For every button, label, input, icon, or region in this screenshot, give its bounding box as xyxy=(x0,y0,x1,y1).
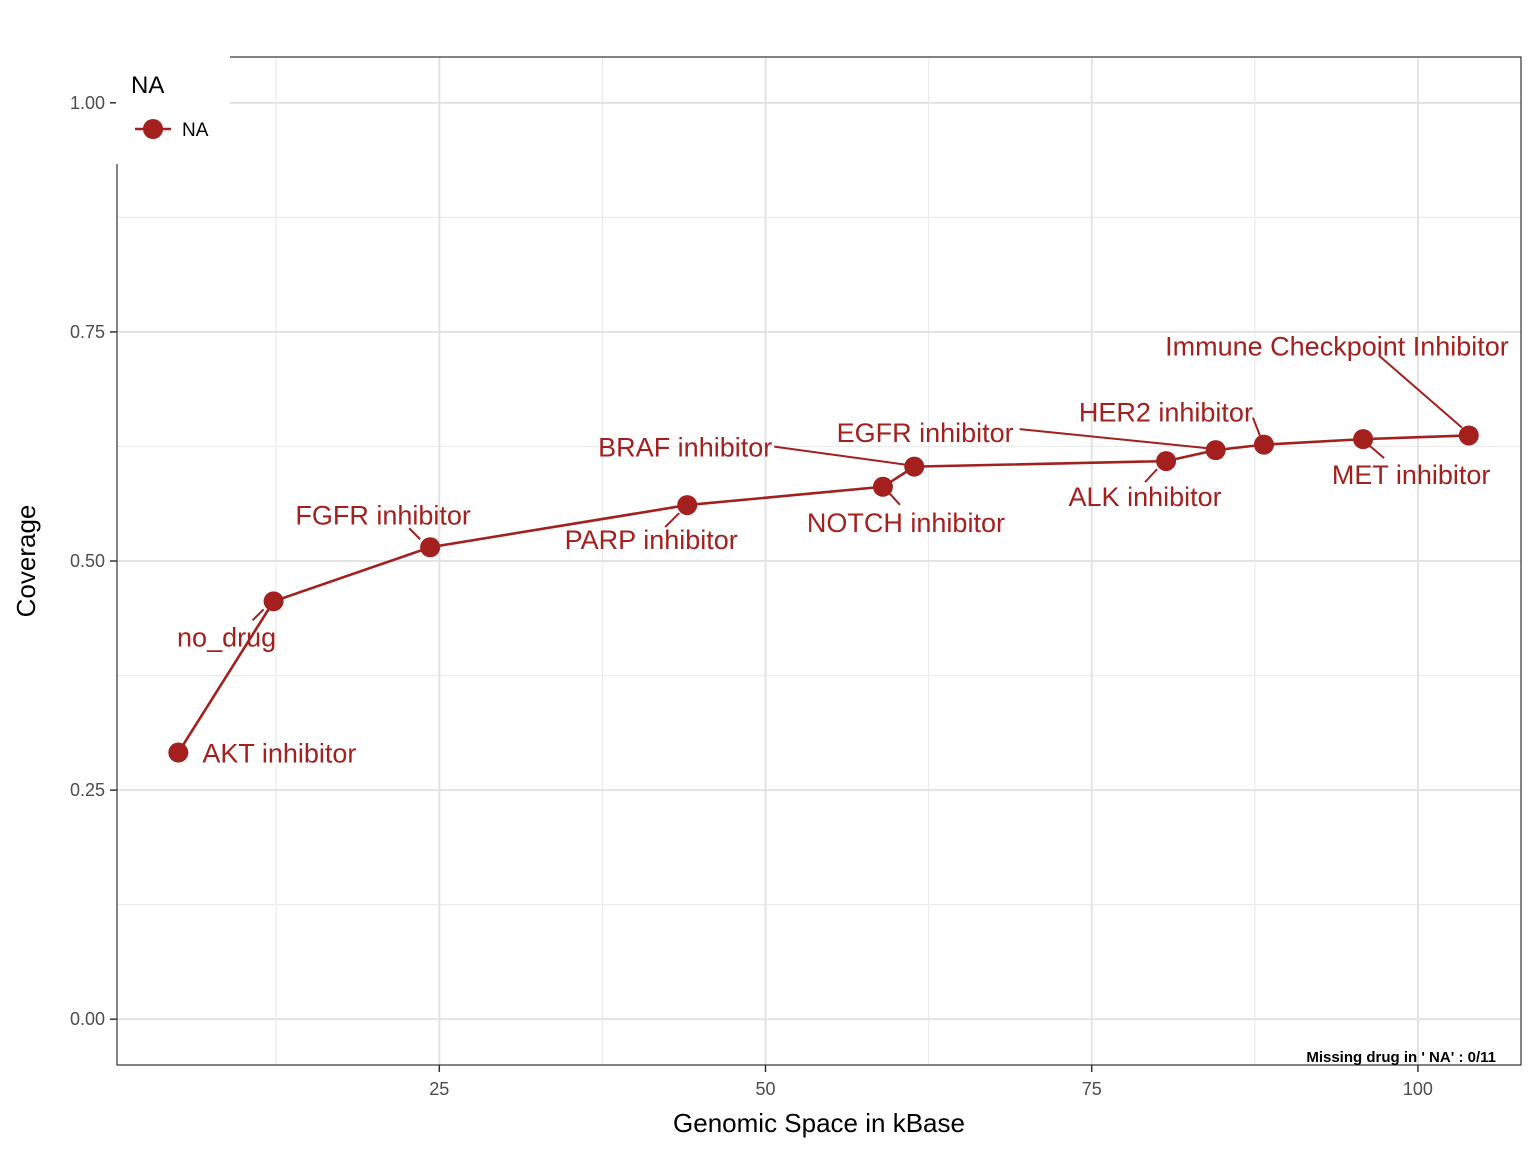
legend: NA NA xyxy=(116,56,230,164)
point-label: AKT inhibitor xyxy=(202,739,356,769)
label-connector xyxy=(1019,428,1207,450)
point-label: NOTCH inhibitor xyxy=(807,508,1005,538)
data-point xyxy=(1205,440,1226,461)
label-connector xyxy=(251,608,265,622)
grid-major xyxy=(117,57,1521,1065)
point-label: ALK inhibitor xyxy=(1069,482,1222,512)
y-axis-title: Coverage xyxy=(11,505,41,618)
legend-item-label: NA xyxy=(182,120,209,141)
label-connector xyxy=(664,512,680,528)
x-tick-label: 100 xyxy=(1403,1079,1433,1099)
label-connector xyxy=(889,493,901,506)
missing-drug-note: Missing drug in ' NA' : 0/11 xyxy=(1306,1049,1496,1066)
label-connector xyxy=(1369,445,1385,459)
data-point xyxy=(677,495,698,516)
data-point xyxy=(168,742,189,763)
y-tick-label: 0.50 xyxy=(70,551,105,571)
point-label: no_drug xyxy=(177,622,276,652)
y-tick-label: 0.25 xyxy=(70,780,105,800)
legend-title: NA xyxy=(131,72,164,99)
point-labels: AKT inhibitor no_drug FGFR inhibitor PARP i… xyxy=(177,331,1509,768)
point-label: HER2 inhibitor xyxy=(1079,398,1253,428)
x-axis: 25 50 75 100 xyxy=(429,1065,1433,1099)
legend-background xyxy=(116,56,230,164)
x-tick-label: 50 xyxy=(755,1079,775,1099)
point-label: PARP inhibitor xyxy=(565,525,738,555)
x-axis-title: Genomic Space in kBase xyxy=(673,1108,965,1138)
series-layer xyxy=(168,425,1479,763)
x-tick-label: 25 xyxy=(429,1079,449,1099)
point-label: MET inhibitor xyxy=(1332,460,1491,490)
x-tick-label: 75 xyxy=(1082,1079,1102,1099)
y-tick-label: 0.00 xyxy=(70,1009,105,1029)
label-connector xyxy=(408,527,421,540)
point-label: FGFR inhibitor xyxy=(295,500,471,530)
y-axis: 0.00 0.25 0.50 0.75 1.00 xyxy=(70,93,117,1029)
data-point xyxy=(1156,451,1177,472)
point-label: Immune Checkpoint Inhibitor xyxy=(1165,331,1509,361)
label-connector xyxy=(774,445,906,466)
data-point xyxy=(872,476,893,497)
data-point xyxy=(420,537,441,558)
point-label: EGFR inhibitor xyxy=(837,418,1014,448)
point-label: BRAF inhibitor xyxy=(598,433,772,463)
data-point xyxy=(904,456,925,477)
label-connector xyxy=(1252,417,1261,436)
data-point xyxy=(263,591,284,612)
label-connector xyxy=(1144,468,1158,483)
data-point xyxy=(1253,434,1274,455)
legend-key-point xyxy=(143,119,163,139)
y-tick-label: 1.00 xyxy=(70,93,105,113)
y-tick-label: 0.75 xyxy=(70,322,105,342)
data-point xyxy=(1353,429,1374,450)
data-point xyxy=(1458,425,1479,446)
label-connector xyxy=(1378,354,1463,429)
